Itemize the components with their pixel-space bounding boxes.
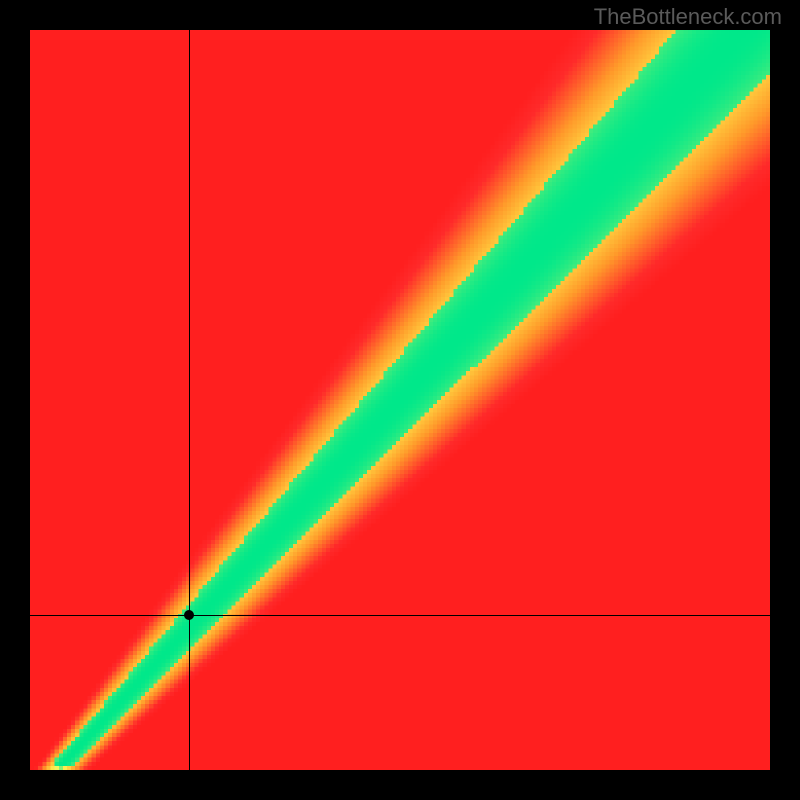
heatmap-plot [30,30,770,770]
crosshair-marker [184,610,194,620]
watermark-label: TheBottleneck.com [594,4,782,30]
crosshair-horizontal [30,615,770,616]
crosshair-vertical [189,30,190,770]
heatmap-canvas [30,30,770,770]
